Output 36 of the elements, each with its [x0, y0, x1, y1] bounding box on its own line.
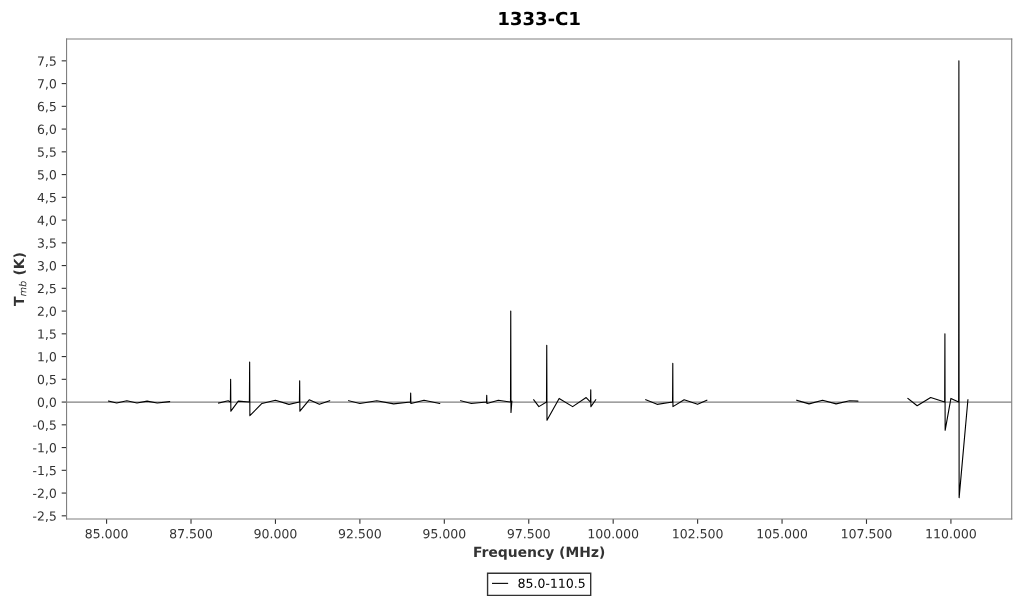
x-tick-label: 90.000: [254, 528, 297, 539]
y-tick-label: -1,5: [33, 465, 56, 477]
y-tick-label: 7,0: [37, 79, 57, 90]
y-tick-label: 2,0: [37, 306, 57, 318]
y-tick-label: 4,0: [37, 215, 57, 227]
y-tick-label: 4,5: [37, 192, 56, 204]
x-tick-label: 100.000: [588, 528, 639, 539]
y-tick-label: 0,5: [37, 374, 56, 386]
y-tick-label: 5,5: [37, 147, 56, 159]
y-tick-label: 3,5: [37, 238, 56, 250]
x-tick-label: 110.000: [926, 528, 976, 539]
y-tick-label: 2,5: [37, 283, 56, 295]
x-tick-label: 85.000: [85, 528, 128, 539]
y-tick-label: 3,0: [37, 261, 57, 272]
x-tick-label: 107.500: [842, 528, 892, 539]
legend-label: 85.0-110.5: [518, 578, 585, 588]
x-tick-label: 102.500: [673, 528, 723, 539]
x-tick-label: 87.500: [169, 528, 213, 539]
y-tick-label: 6,0: [37, 124, 57, 136]
x-tick-label: 95.000: [423, 528, 466, 539]
chart-title: 1333-C1: [499, 11, 580, 26]
y-tick-label: -1,0: [33, 443, 57, 454]
y-tick-label: 5,0: [37, 170, 57, 181]
y-tick-label: 0,0: [37, 397, 57, 409]
y-tick-label: -2,0: [33, 488, 57, 500]
y-axis-title: T$_{mb}$ (K): [13, 253, 27, 306]
x-axis-title: Frequency (MHz): [474, 546, 605, 560]
x-tick-label: 97.500: [507, 528, 550, 539]
y-tick-label: 1,0: [38, 352, 57, 363]
y-tick-label: 7,5: [37, 56, 56, 68]
x-tick-label: 92.500: [338, 528, 381, 539]
y-tick-label: 1,5: [38, 329, 56, 341]
x-tick-label: 105.000: [757, 528, 808, 539]
y-tick-label: -2,5: [33, 511, 56, 523]
y-tick-label: 6,5: [37, 101, 56, 113]
y-tick-label: -0,5: [33, 420, 56, 432]
